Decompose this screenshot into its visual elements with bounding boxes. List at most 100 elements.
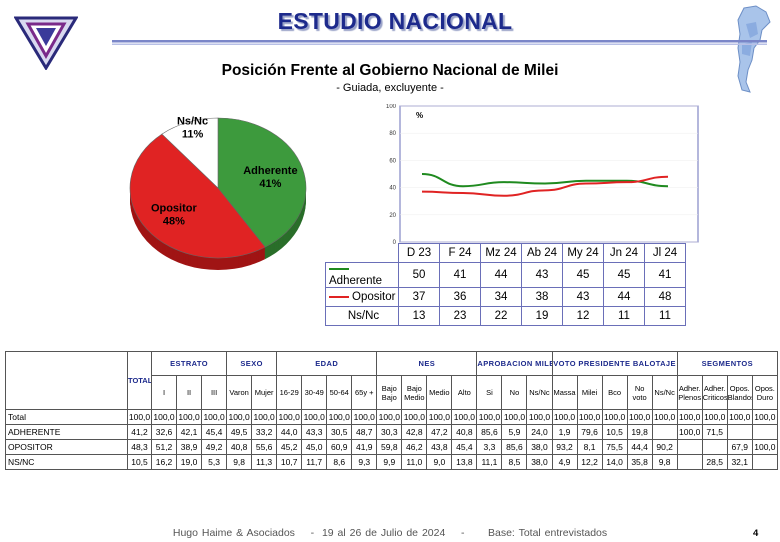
footer-sep: -: [310, 527, 315, 539]
trend-row-nsnc: Ns/Nc 13 23 22 19 12 11 11: [325, 306, 686, 326]
crosstab-row-label: ADHERENTE: [5, 424, 128, 440]
crosstab-cell: 100,0: [401, 409, 428, 425]
crosstab-cell: 38,0: [526, 439, 553, 455]
crosstab-cell: 100,0: [301, 409, 328, 425]
crosstab-cell: 100,0: [751, 439, 779, 455]
crosstab-group-row: TOTAL ESTRATO SEXO EDAD NES APROBACION MILEI V…: [5, 351, 779, 410]
crosstab-cell: 100,0: [726, 409, 753, 425]
y-tick-label: 20: [389, 213, 396, 219]
trend-value: 11: [644, 306, 686, 326]
crosstab-cell: 51,2: [150, 439, 178, 455]
series-label: Opositor: [352, 291, 396, 303]
crosstab-row-label: OPOSITOR: [5, 439, 128, 455]
pie-value-label: 11%: [182, 129, 204, 141]
crosstab-cell: 100,0: [226, 409, 253, 425]
crosstab-cell: 46,2: [401, 439, 428, 455]
y-tick-label: 40: [389, 186, 396, 192]
crosstab-cell: 9,9: [376, 454, 403, 470]
trend-period: Jn 24: [603, 243, 645, 263]
footer-date: 19 al 26 de Julio de 2024: [321, 527, 446, 539]
crosstab-cell: 48,3: [127, 439, 152, 455]
crosstab-column-header: Mujer: [251, 375, 278, 410]
crosstab-column-header: Ns/Nc: [526, 375, 553, 410]
crosstab-column-header: Opos. Duro: [751, 375, 779, 410]
y-tick-label: 100: [386, 104, 397, 110]
crosstab-cell: 100,0: [251, 409, 278, 425]
crosstab-cell: 93,2: [551, 439, 578, 455]
crosstab-cell: 100,0: [276, 409, 303, 425]
crosstab-column-header: Medio: [426, 375, 453, 410]
crosstab-cell: 100,0: [676, 409, 703, 425]
legend-opositor: Opositor: [325, 287, 399, 307]
trend-value: 45: [603, 262, 645, 288]
crosstab-cell: 100,0: [701, 409, 728, 425]
crosstab-column-header: 65y +: [351, 375, 378, 410]
crosstab-table: TOTAL ESTRATO SEXO EDAD NES APROBACION MILEI V…: [5, 351, 779, 470]
crosstab-cell: 9,0: [426, 454, 453, 470]
trend-value: 41: [439, 262, 481, 288]
crosstab-cell: 4,9: [551, 454, 578, 470]
trend-table: D 23 F 24 Mz 24 Ab 24 My 24 Jn 24 Jl 24 …: [325, 243, 686, 326]
trend-value: 12: [562, 306, 604, 326]
crosstab-column-header: Ns/Nc: [651, 375, 678, 410]
crosstab-cell: 11,3: [251, 454, 278, 470]
y-tick-label: 60: [389, 158, 396, 164]
crosstab-cell: 9,8: [226, 454, 253, 470]
crosstab-cell: 1,9: [551, 424, 578, 440]
crosstab-cell: 9,8: [651, 454, 678, 470]
trend-value: 41: [644, 262, 686, 288]
trend-header-row: D 23 F 24 Mz 24 Ab 24 My 24 Jn 24 Jl 24: [326, 243, 686, 263]
legend-line-green: [329, 267, 349, 270]
pie-label: Ns/Nc: [177, 116, 208, 128]
trend-period: My 24: [562, 243, 604, 263]
pie-label: Adherente: [243, 165, 297, 177]
crosstab-cell: 100,0: [551, 409, 578, 425]
trend-row-adherente: Adherente 50 41 44 43 45 45 41: [325, 262, 686, 288]
crosstab-cell: 42,8: [401, 424, 428, 440]
pie-label: Opositor: [151, 203, 198, 215]
crosstab-column-header: Bajo Medio: [401, 375, 428, 410]
crosstab-cell: 19,0: [176, 454, 203, 470]
crosstab-cell: 32,1: [726, 454, 753, 470]
trend-row-opositor: Opositor 37 36 34 38 43 44 48: [325, 287, 686, 307]
trend-value: 45: [562, 262, 604, 288]
crosstab-cell: [701, 439, 728, 455]
crosstab-group-header: APROBACION MILEI: [476, 351, 553, 376]
crosstab-cell: 5,9: [501, 424, 528, 440]
crosstab-column-header: I: [150, 375, 178, 410]
trend-value: 43: [562, 287, 604, 307]
triangle-logo-icon: [14, 16, 78, 70]
crosstab-cell: 100,0: [150, 409, 178, 425]
crosstab-cell: 30,5: [326, 424, 353, 440]
crosstab-column-header: III: [201, 375, 228, 410]
crosstab-cell: [751, 424, 779, 440]
crosstab-row: Total 100,0 100,0 100,0 100,0 100,0 100,0 100,0…: [5, 409, 779, 425]
chart-subtitle: - Guiada, excluyente -: [336, 82, 444, 94]
trend-period: Mz 24: [480, 243, 522, 263]
page-title: ESTUDIO NACIONAL: [277, 8, 513, 34]
crosstab-group-header: ESTRATO: [150, 351, 228, 376]
series-label: Adherente: [329, 275, 383, 287]
crosstab-cell: 100,0: [476, 409, 503, 425]
crosstab-cell: 11,0: [401, 454, 428, 470]
crosstab-cell: [676, 454, 703, 470]
crosstab-cell: 71,5: [701, 424, 728, 440]
pie-value-label: 48%: [163, 216, 185, 228]
crosstab-column-header: Opos. Blandos: [726, 375, 753, 410]
series-label: Ns/Nc: [325, 306, 399, 326]
trend-period: F 24: [439, 243, 481, 263]
plot-area: [399, 105, 699, 243]
trend-value: 34: [480, 287, 522, 307]
crosstab-column-header: Adher. Criticos: [701, 375, 728, 410]
crosstab-cell: 90,2: [651, 439, 678, 455]
crosstab-cell: 8,6: [326, 454, 353, 470]
trend-value: 43: [521, 262, 563, 288]
crosstab-cell: 40,8: [226, 439, 253, 455]
crosstab-cell: 100,0: [376, 409, 403, 425]
crosstab-cell: 43,8: [426, 439, 453, 455]
crosstab-column-header: II: [176, 375, 203, 410]
crosstab-cell: 42,1: [176, 424, 203, 440]
crosstab-cell: 47,2: [426, 424, 453, 440]
trend-value: 44: [603, 287, 645, 307]
